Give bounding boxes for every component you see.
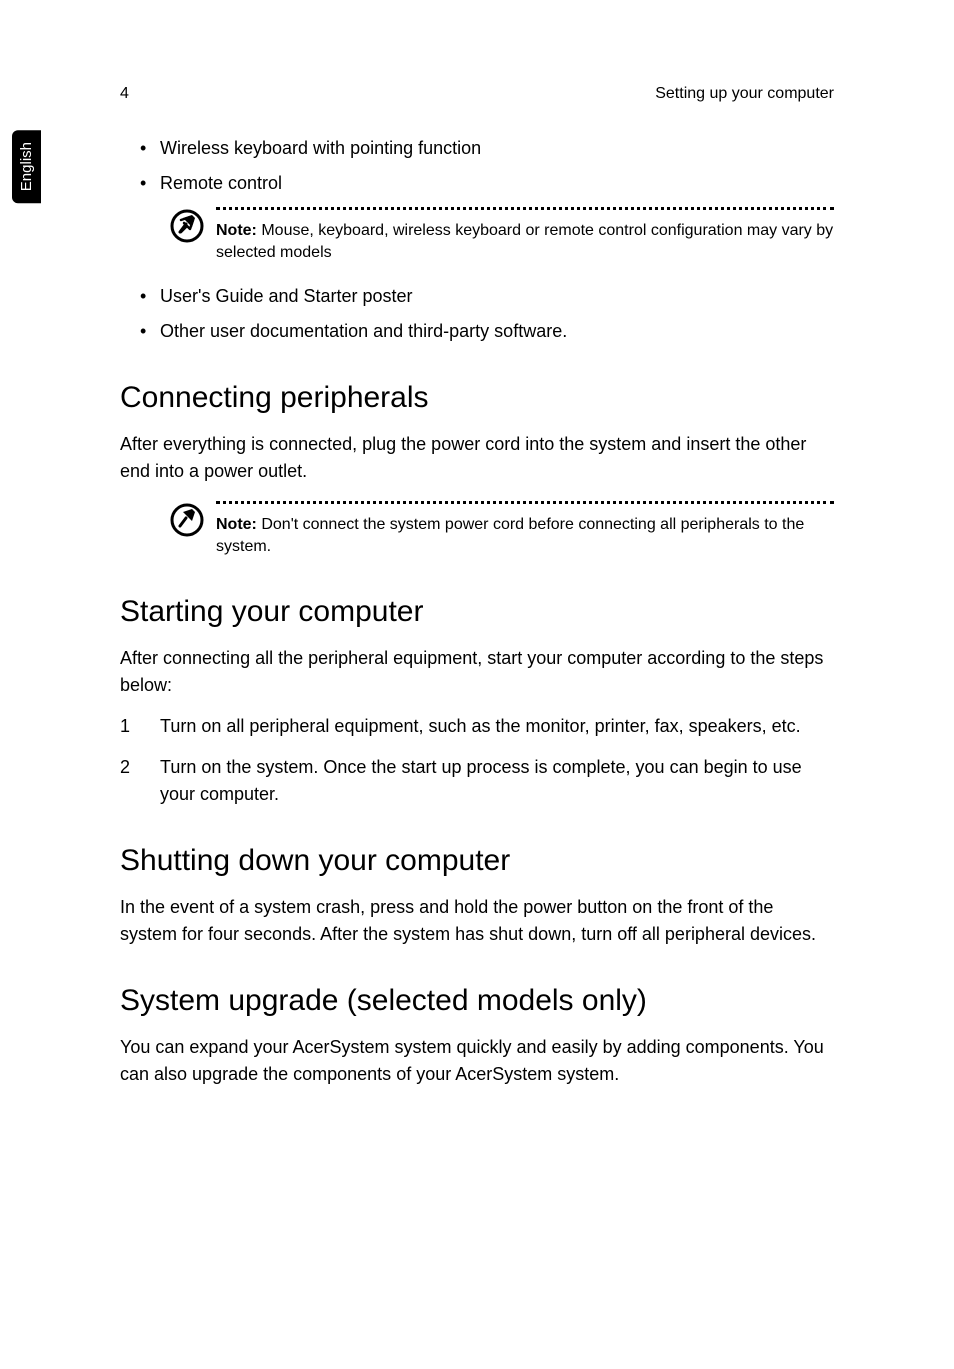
list-item-text: Other user documentation and third-party… <box>160 318 834 345</box>
section-heading-connecting: Connecting peripherals <box>120 381 834 415</box>
dotted-separator <box>216 207 834 210</box>
header-title: Setting up your computer <box>655 85 834 103</box>
page-number: 4 <box>120 85 129 103</box>
bullet-list-top: • Wireless keyboard with pointing functi… <box>120 135 834 197</box>
body-paragraph: In the event of a system crash, press an… <box>120 894 834 948</box>
number-marker: 2 <box>120 754 160 781</box>
pin-icon <box>170 209 204 248</box>
note-text: Note: Don't connect the system power cor… <box>216 514 834 559</box>
number-marker: 1 <box>120 713 160 740</box>
numbered-list: 1 Turn on all peripheral equipment, such… <box>120 713 834 808</box>
list-item-text: Turn on all peripheral equipment, such a… <box>160 713 834 740</box>
bullet-marker: • <box>120 318 160 345</box>
note-block: Note: Mouse, keyboard, wireless keyboard… <box>170 207 834 265</box>
list-item: • User's Guide and Starter poster <box>120 283 834 310</box>
section-heading-starting: Starting your computer <box>120 595 834 629</box>
list-item-text: Turn on the system. Once the start up pr… <box>160 754 834 808</box>
note-label: Note: <box>216 222 257 239</box>
bullet-marker: • <box>120 283 160 310</box>
section-heading-upgrade: System upgrade (selected models only) <box>120 984 834 1018</box>
note-text: Note: Mouse, keyboard, wireless keyboard… <box>216 220 834 265</box>
section-heading-shutting: Shutting down your computer <box>120 844 834 878</box>
dotted-separator <box>216 501 834 504</box>
list-item: 1 Turn on all peripheral equipment, such… <box>120 713 834 740</box>
note-label: Note: <box>216 516 257 533</box>
note-block: Note: Don't connect the system power cor… <box>170 501 834 559</box>
note-body: Note: Mouse, keyboard, wireless keyboard… <box>216 207 834 265</box>
list-item-text: User's Guide and Starter poster <box>160 283 834 310</box>
pin-icon <box>170 503 204 542</box>
list-item: • Other user documentation and third-par… <box>120 318 834 345</box>
list-item-text: Wireless keyboard with pointing function <box>160 135 834 162</box>
bullet-marker: • <box>120 135 160 162</box>
language-tab: English <box>12 130 41 203</box>
body-paragraph: You can expand your AcerSystem system qu… <box>120 1034 834 1088</box>
list-item: 2 Turn on the system. Once the start up … <box>120 754 834 808</box>
page-content: • Wireless keyboard with pointing functi… <box>120 135 834 1102</box>
note-content: Mouse, keyboard, wireless keyboard or re… <box>216 222 833 261</box>
bullet-list-mid: • User's Guide and Starter poster • Othe… <box>120 283 834 345</box>
bullet-marker: • <box>120 170 160 197</box>
list-item-text: Remote control <box>160 170 834 197</box>
body-paragraph: After everything is connected, plug the … <box>120 431 834 485</box>
note-content: Don't connect the system power cord befo… <box>216 516 804 555</box>
list-item: • Wireless keyboard with pointing functi… <box>120 135 834 162</box>
list-item: • Remote control <box>120 170 834 197</box>
note-body: Note: Don't connect the system power cor… <box>216 501 834 559</box>
body-paragraph: After connecting all the peripheral equi… <box>120 645 834 699</box>
